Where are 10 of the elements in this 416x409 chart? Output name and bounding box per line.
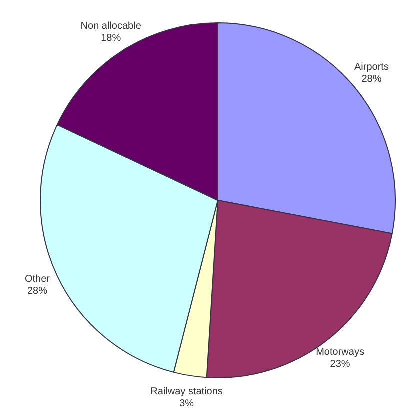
data-label: 28% bbox=[27, 286, 48, 298]
data-label: 28% bbox=[362, 74, 382, 86]
data-label: 18% bbox=[101, 32, 122, 44]
slice-label: Airports bbox=[354, 62, 389, 74]
slice-label: Other bbox=[24, 274, 51, 286]
data-label: 3% bbox=[180, 398, 194, 409]
slice-label: Non allocable bbox=[80, 20, 142, 32]
data-label: 23% bbox=[330, 358, 350, 370]
slice-label: Railway stations bbox=[150, 386, 223, 398]
slice-label: Motorways bbox=[316, 346, 364, 358]
